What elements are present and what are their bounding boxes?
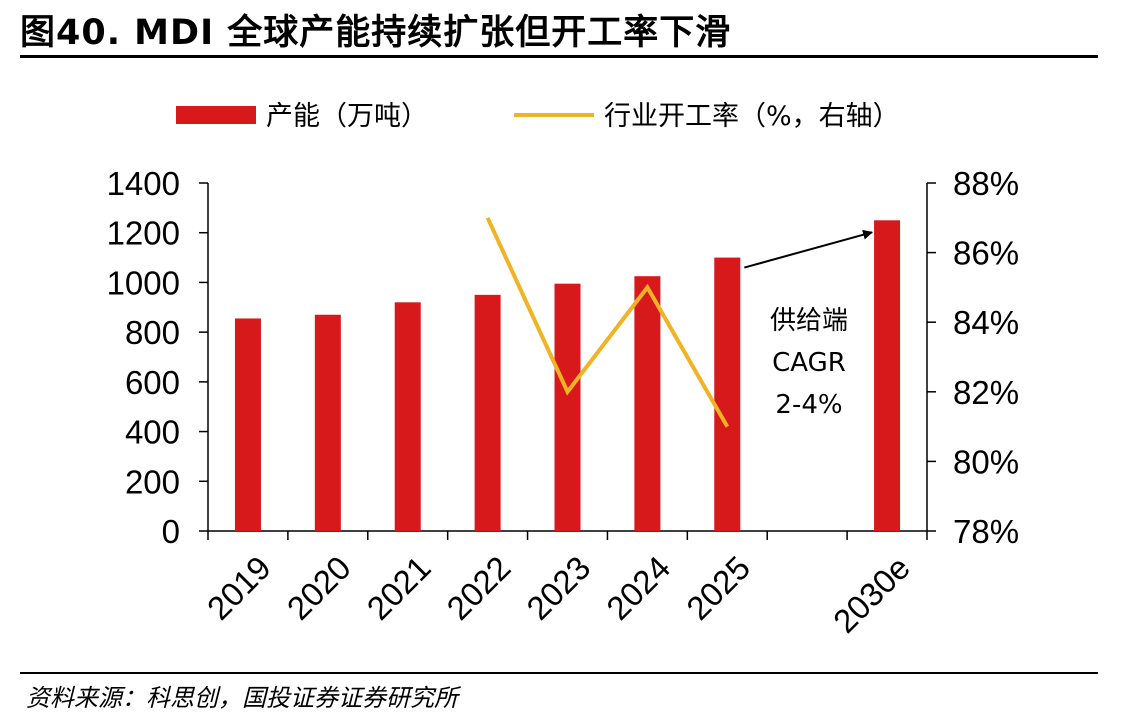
y-left-tick-label: 600 (125, 364, 180, 401)
x-axis-ticks: 2019 2020 2021 2022 2023 2024 2025 2030e (200, 531, 928, 640)
y-right-tick-label: 78% (953, 513, 1019, 550)
chart-title: 图40. MDI 全球产能持续扩张但开工率下滑 (20, 13, 732, 53)
legend-label-utilization: 行业开工率（%，右轴） (604, 101, 900, 132)
legend: 产能（万吨） 行业开工率（%，右轴） (176, 101, 900, 132)
x-tick-label: 2025 (679, 549, 757, 627)
y-axis-left-ticks: 0 200 400 600 800 1000 1200 1400 (107, 165, 208, 550)
x-tick-label: 2022 (439, 549, 517, 627)
utilization-line (485, 216, 730, 428)
x-tick-label: 2030e (826, 549, 917, 640)
y-left-tick-label: 400 (125, 414, 180, 451)
y-right-tick-label: 82% (953, 374, 1019, 411)
y-right-tick-label: 88% (953, 165, 1019, 202)
x-tick-label: 2024 (599, 549, 677, 627)
utilization-line-series (485, 216, 730, 428)
x-tick-label: 2019 (200, 549, 278, 627)
y-left-tick-label: 800 (125, 314, 180, 351)
title-divider (20, 55, 1098, 58)
y-left-tick-label: 1200 (107, 215, 180, 252)
capacity-bar-2021 (394, 302, 421, 531)
annotation-arrow (744, 229, 874, 269)
capacity-bar-2030e (874, 220, 901, 532)
annotation-line-1: 供给端 (770, 306, 848, 336)
source-note: 资料来源：科思创，国投证券证券研究所 (26, 684, 458, 712)
y-right-tick-label: 84% (953, 304, 1019, 341)
x-tick-label: 2023 (519, 549, 597, 627)
y-right-tick-label: 80% (953, 443, 1019, 480)
annotation-line-3: 2-4% (775, 390, 842, 420)
footer-divider (20, 672, 1098, 674)
y-left-tick-label: 1400 (107, 165, 180, 202)
y-axis-right-ticks: 78% 80% 82% 84% 86% 88% (927, 165, 1019, 550)
capacity-bar-2024 (634, 276, 661, 531)
capacity-bars (234, 220, 901, 532)
capacity-bar-2019 (234, 318, 261, 531)
capacity-bar-2020 (314, 314, 341, 531)
y-left-tick-label: 0 (162, 513, 180, 550)
capacity-bar-2022 (474, 294, 501, 531)
y-left-tick-label: 1000 (107, 264, 180, 301)
annotation-line-2: CAGR (772, 348, 846, 378)
y-right-tick-label: 86% (953, 235, 1019, 272)
capacity-bar-2025 (714, 257, 741, 531)
legend-label-capacity: 产能（万吨） (266, 101, 428, 132)
y-left-tick-label: 200 (125, 463, 180, 500)
annotation: 供给端 CAGR 2-4% (744, 229, 874, 420)
capacity-bar-2023 (554, 283, 581, 531)
x-tick-label: 2021 (360, 549, 438, 627)
legend-swatch-capacity (176, 106, 256, 124)
x-tick-label: 2020 (280, 549, 358, 627)
